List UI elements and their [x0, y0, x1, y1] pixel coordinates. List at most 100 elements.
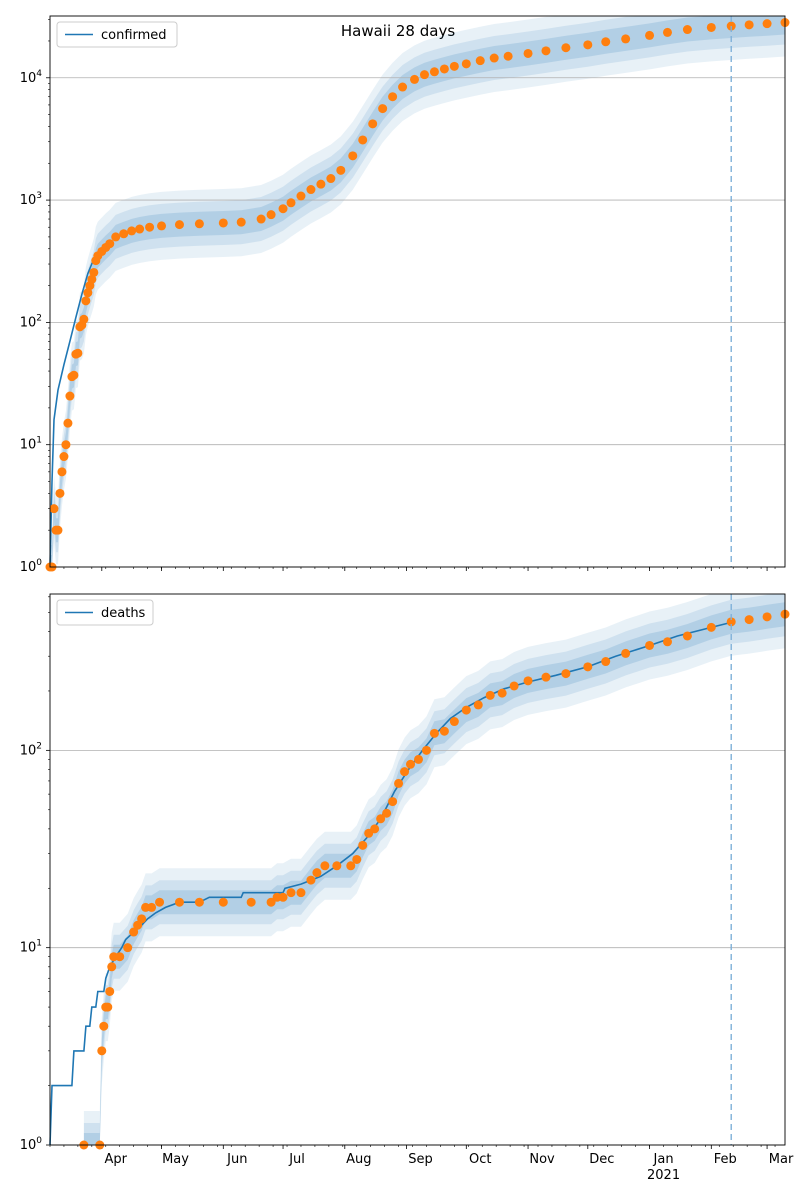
observed-point: [489, 53, 499, 63]
confirmed-panel: 100 101 102 103 104 confirmed: [20, 15, 790, 575]
y-tick-label: 100: [20, 1136, 43, 1153]
observed-point: [278, 204, 288, 214]
x-tick-label: Jan: [653, 1152, 674, 1167]
observed-point: [79, 314, 89, 324]
observed-point: [485, 690, 495, 700]
observed-point: [53, 525, 63, 535]
observed-point: [358, 135, 368, 145]
observed-point: [59, 452, 69, 462]
observed-point: [278, 892, 288, 902]
observed-point: [561, 43, 571, 53]
axes-frame: [49, 15, 786, 568]
observed-point: [81, 296, 91, 306]
observed-point: [583, 662, 593, 672]
observed-point: [145, 222, 155, 232]
observed-point: [83, 288, 93, 298]
chart-title: Hawaii 28 days: [341, 22, 455, 40]
legend-label: deaths: [101, 606, 146, 621]
x-tick-label: Oct: [469, 1152, 491, 1167]
x-tick-label: Nov: [529, 1152, 555, 1167]
observed-point: [473, 700, 483, 710]
observed-point: [63, 418, 73, 428]
observed-point: [336, 165, 346, 175]
observed-point: [306, 875, 316, 885]
observed-point: [105, 239, 115, 249]
observed-point: [378, 104, 388, 114]
observed-point: [218, 218, 228, 228]
observed-point: [105, 986, 115, 996]
model-line: [49, 248, 103, 568]
observed-point: [400, 767, 410, 777]
observed-point: [706, 622, 716, 632]
observed-point: [73, 348, 83, 358]
observed-point: [266, 210, 276, 220]
observed-point: [429, 67, 439, 77]
y-tick-label: 103: [20, 191, 42, 208]
x-tick-label: Jun: [226, 1152, 247, 1167]
observed-point: [103, 1002, 113, 1012]
observed-point: [601, 657, 611, 667]
observed-point: [497, 688, 507, 698]
y-tick-label: 101: [20, 939, 42, 956]
observed-point: [523, 676, 533, 686]
observed-point: [413, 754, 423, 764]
observed-point: [246, 897, 256, 907]
observed-point: [449, 61, 459, 71]
observed-point: [326, 174, 336, 184]
observed-point: [621, 648, 631, 658]
observed-point: [348, 151, 358, 161]
observed-point: [388, 797, 398, 807]
legend-label: confirmed: [101, 28, 167, 43]
observed-point: [266, 897, 276, 907]
observed-point: [111, 232, 121, 242]
observed-point: [419, 70, 429, 80]
observed-point: [57, 467, 67, 477]
observed-point: [662, 27, 672, 37]
x-tick-label: Aug: [346, 1152, 371, 1167]
deaths-panel: 100 101 102 Apr May Jun Jul Aug Sep Oct Nov Dec Jan F…: [20, 593, 794, 1183]
observed-point: [394, 778, 404, 788]
observed-point: [256, 214, 266, 224]
observed-point: [449, 717, 459, 727]
observed-point: [744, 615, 754, 625]
observed-point: [127, 226, 137, 236]
y-tick-label: 104: [20, 69, 43, 86]
observed-point: [316, 179, 326, 189]
observed-point: [174, 897, 184, 907]
observed-point: [89, 267, 99, 277]
observed-point: [358, 840, 368, 850]
observed-point: [135, 224, 145, 234]
y-tick-label: 100: [20, 558, 43, 575]
observed-point: [439, 64, 449, 74]
observed-point: [157, 221, 167, 231]
x-tick-label: Feb: [714, 1152, 737, 1167]
observed-point: [583, 40, 593, 50]
observed-point: [645, 640, 655, 650]
observed-point: [61, 440, 71, 450]
observed-point: [87, 274, 97, 284]
observed-point: [55, 488, 65, 498]
observed-point: [509, 681, 519, 691]
observed-point: [475, 56, 485, 66]
observed-point: [65, 391, 75, 401]
observed-point: [406, 759, 416, 769]
observed-point: [762, 612, 772, 622]
axes-frame: [49, 593, 786, 1146]
observed-point: [97, 1046, 107, 1056]
y-tick-label: 102: [20, 741, 42, 758]
observed-point: [726, 617, 736, 627]
observed-point: [662, 637, 672, 647]
observed-point: [147, 902, 157, 912]
observed-point: [115, 952, 125, 962]
x-tick-label: Sep: [408, 1152, 433, 1167]
observed-point: [332, 861, 342, 871]
observed-point: [296, 191, 306, 201]
observed-point: [762, 19, 772, 29]
observed-point: [346, 861, 356, 871]
uncertainty-band: [50, 16, 785, 567]
observed-point: [49, 504, 59, 514]
observed-point: [523, 48, 533, 58]
observed-point: [682, 631, 692, 641]
x-tick-label: Jul: [288, 1152, 305, 1167]
